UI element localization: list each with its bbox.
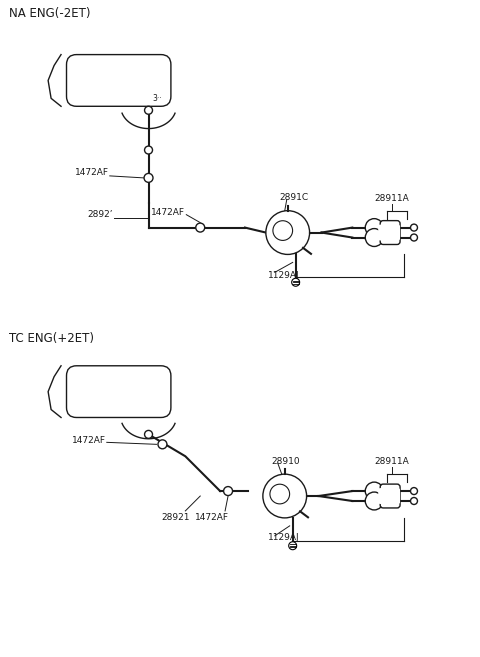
Text: 1472AF: 1472AF	[195, 513, 229, 522]
Circle shape	[263, 474, 307, 518]
Circle shape	[273, 221, 293, 240]
Circle shape	[144, 430, 153, 438]
Text: 1129AJ: 1129AJ	[268, 533, 300, 542]
Circle shape	[365, 492, 383, 510]
Text: 2891C: 2891C	[280, 193, 309, 202]
FancyBboxPatch shape	[378, 488, 400, 504]
Circle shape	[270, 484, 289, 504]
Text: 28910: 28910	[272, 457, 300, 466]
Circle shape	[144, 106, 153, 114]
Circle shape	[365, 219, 383, 237]
Text: 1472AF: 1472AF	[151, 208, 185, 217]
Circle shape	[410, 224, 418, 231]
Circle shape	[365, 229, 383, 246]
Circle shape	[410, 497, 418, 505]
Text: 28911A: 28911A	[375, 457, 409, 466]
Text: 3··: 3··	[153, 94, 162, 103]
Text: 28921: 28921	[161, 513, 190, 522]
Text: 1472AF: 1472AF	[72, 436, 106, 445]
Text: NA ENG(-2ET): NA ENG(-2ET)	[9, 7, 91, 20]
Text: 1129AJ: 1129AJ	[268, 271, 300, 280]
Circle shape	[144, 173, 153, 183]
Circle shape	[365, 482, 383, 500]
Circle shape	[144, 146, 153, 154]
FancyBboxPatch shape	[380, 221, 400, 244]
Circle shape	[410, 487, 418, 495]
Circle shape	[196, 223, 204, 232]
FancyBboxPatch shape	[380, 484, 400, 508]
Circle shape	[288, 542, 297, 550]
Circle shape	[266, 211, 310, 254]
Circle shape	[224, 487, 232, 495]
Text: TC ENG(+2ET): TC ENG(+2ET)	[9, 332, 95, 345]
Circle shape	[410, 234, 418, 241]
FancyBboxPatch shape	[67, 55, 171, 106]
FancyBboxPatch shape	[378, 225, 400, 240]
Circle shape	[292, 279, 300, 286]
Text: 1472AF: 1472AF	[75, 168, 109, 177]
Circle shape	[158, 440, 167, 449]
Text: 2892’: 2892’	[87, 210, 113, 219]
FancyBboxPatch shape	[67, 366, 171, 417]
Text: 28911A: 28911A	[375, 194, 409, 203]
